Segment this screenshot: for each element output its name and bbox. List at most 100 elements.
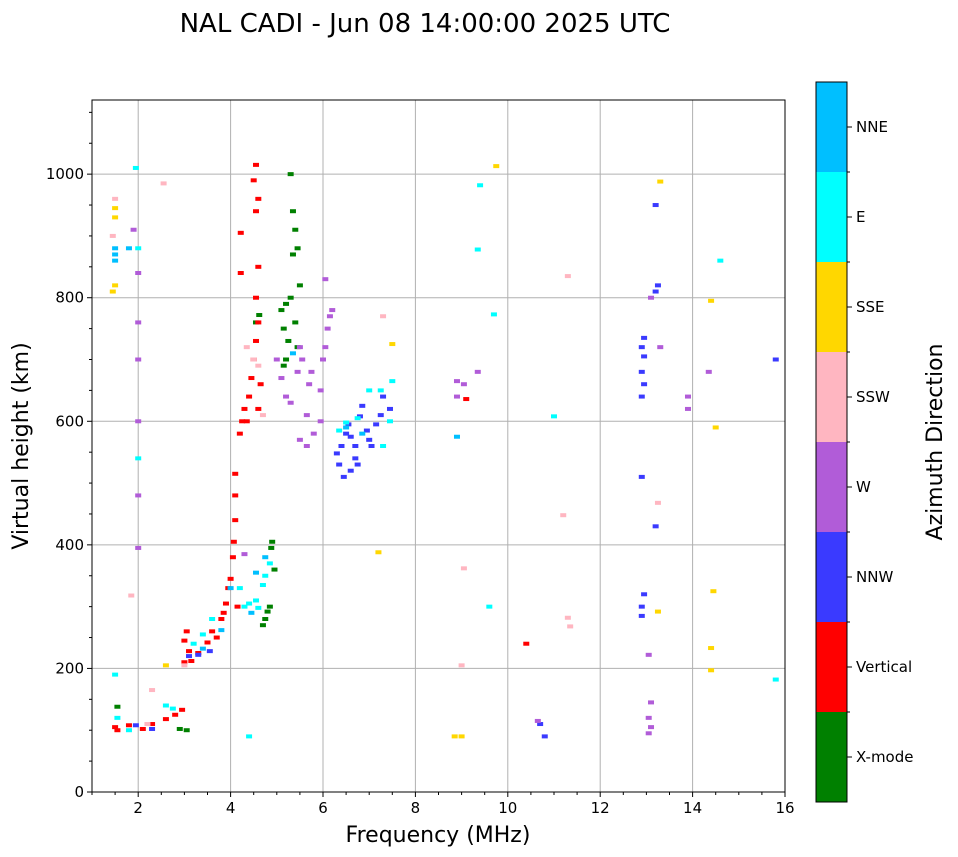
data-point-vertical xyxy=(188,659,195,664)
data-point-w xyxy=(135,545,142,550)
data-point-x-mode xyxy=(289,252,296,257)
data-point-ssw xyxy=(144,722,151,727)
data-point-e xyxy=(246,601,253,606)
data-point-ssw xyxy=(181,663,188,668)
data-point-x-mode xyxy=(294,246,301,251)
data-point-ssw xyxy=(112,196,119,201)
data-point-nnw xyxy=(541,734,548,739)
data-point-nnw xyxy=(654,283,661,288)
data-point-w xyxy=(130,227,137,232)
data-point-w xyxy=(474,369,481,374)
data-point-vertical xyxy=(248,376,255,381)
data-point-w xyxy=(453,394,460,399)
data-point-e xyxy=(255,605,262,610)
data-point-nnw xyxy=(373,422,380,427)
data-point-vertical xyxy=(255,406,262,411)
y-tick-label: 600 xyxy=(55,412,84,430)
data-point-e xyxy=(772,677,779,682)
data-point-vertical xyxy=(255,320,262,325)
data-point-x-mode xyxy=(285,338,292,343)
data-point-x-mode xyxy=(287,172,294,177)
data-point-e xyxy=(125,728,132,733)
data-point-x-mode xyxy=(114,704,121,709)
data-point-e xyxy=(253,598,260,603)
data-point-vertical xyxy=(204,640,211,645)
data-points xyxy=(109,162,779,739)
data-point-nnw xyxy=(380,394,387,399)
data-point-sse xyxy=(708,298,715,303)
data-point-e xyxy=(262,573,269,578)
colorbar-tick-label: NNE xyxy=(856,118,888,136)
data-point-w xyxy=(296,437,303,442)
data-point-x-mode xyxy=(262,617,269,621)
data-point-ssw xyxy=(243,345,250,350)
data-point-nne xyxy=(112,258,119,263)
data-point-w xyxy=(287,400,294,405)
colorbar-segment xyxy=(816,712,847,802)
y-tick-label: 1000 xyxy=(46,165,84,183)
data-point-nnw xyxy=(641,382,648,387)
y-tick-label: 0 xyxy=(74,783,84,801)
data-point-x-mode xyxy=(283,357,290,362)
data-point-vertical xyxy=(149,722,156,727)
x-tick-label: 16 xyxy=(775,799,794,817)
data-point-w xyxy=(534,718,541,723)
data-point-nnw xyxy=(652,203,659,208)
data-point-vertical xyxy=(253,162,260,167)
data-point-nnw xyxy=(638,604,645,609)
data-point-sse xyxy=(112,283,119,288)
data-point-e xyxy=(162,703,169,708)
colorbar-tick-label: E xyxy=(856,208,865,226)
data-point-vertical xyxy=(463,397,470,402)
data-point-nnw xyxy=(333,451,340,456)
data-point-vertical xyxy=(179,707,186,712)
x-axis-ticks: 2 4 6 8 10 12 14 16 xyxy=(91,792,795,817)
data-point-nnw xyxy=(386,406,393,411)
data-point-nnw xyxy=(366,437,373,442)
data-point-nnw xyxy=(206,649,213,654)
data-point-sse xyxy=(708,668,715,673)
data-point-sse xyxy=(657,179,664,184)
data-point-nne xyxy=(248,610,255,615)
data-point-nnw xyxy=(359,403,366,408)
colorbar-tick-label: W xyxy=(856,478,871,496)
data-point-x-mode xyxy=(292,320,299,325)
colorbar-segment xyxy=(816,82,847,172)
data-point-ssw xyxy=(564,274,571,279)
data-point-e xyxy=(266,561,273,566)
colorbar-frame xyxy=(815,81,848,803)
data-point-e xyxy=(386,419,393,424)
data-point-nnw xyxy=(149,726,156,731)
data-point-vertical xyxy=(253,295,260,300)
data-point-vertical xyxy=(220,610,227,615)
data-point-e xyxy=(241,604,248,609)
data-point-w xyxy=(684,406,691,411)
x-axis-label: Frequency (MHz) xyxy=(346,823,531,848)
data-point-x-mode xyxy=(278,308,285,313)
data-point-x-mode xyxy=(287,295,294,300)
data-point-nnw xyxy=(343,431,350,436)
data-point-w xyxy=(303,413,310,418)
data-point-ssw xyxy=(250,357,257,362)
grid-lines xyxy=(92,100,786,793)
data-point-vertical xyxy=(232,518,239,523)
data-point-e xyxy=(389,379,396,384)
data-point-vertical xyxy=(255,196,262,201)
data-point-vertical xyxy=(257,382,264,387)
data-point-nnw xyxy=(354,462,361,467)
data-point-e xyxy=(343,420,350,425)
data-point-vertical xyxy=(246,394,253,399)
data-point-w xyxy=(241,552,248,557)
data-point-x-mode xyxy=(296,283,303,288)
data-point-nnw xyxy=(347,434,354,439)
data-point-nne xyxy=(218,628,225,633)
x-tick-label: 2 xyxy=(133,799,143,817)
data-point-x-mode xyxy=(266,604,273,609)
data-point-sse xyxy=(712,425,719,430)
data-point-e xyxy=(366,388,373,393)
data-point-e xyxy=(354,416,361,421)
data-point-w xyxy=(278,376,285,381)
data-point-vertical xyxy=(232,493,239,498)
x-tick-label: 8 xyxy=(411,799,421,817)
data-point-nnw xyxy=(336,462,343,467)
